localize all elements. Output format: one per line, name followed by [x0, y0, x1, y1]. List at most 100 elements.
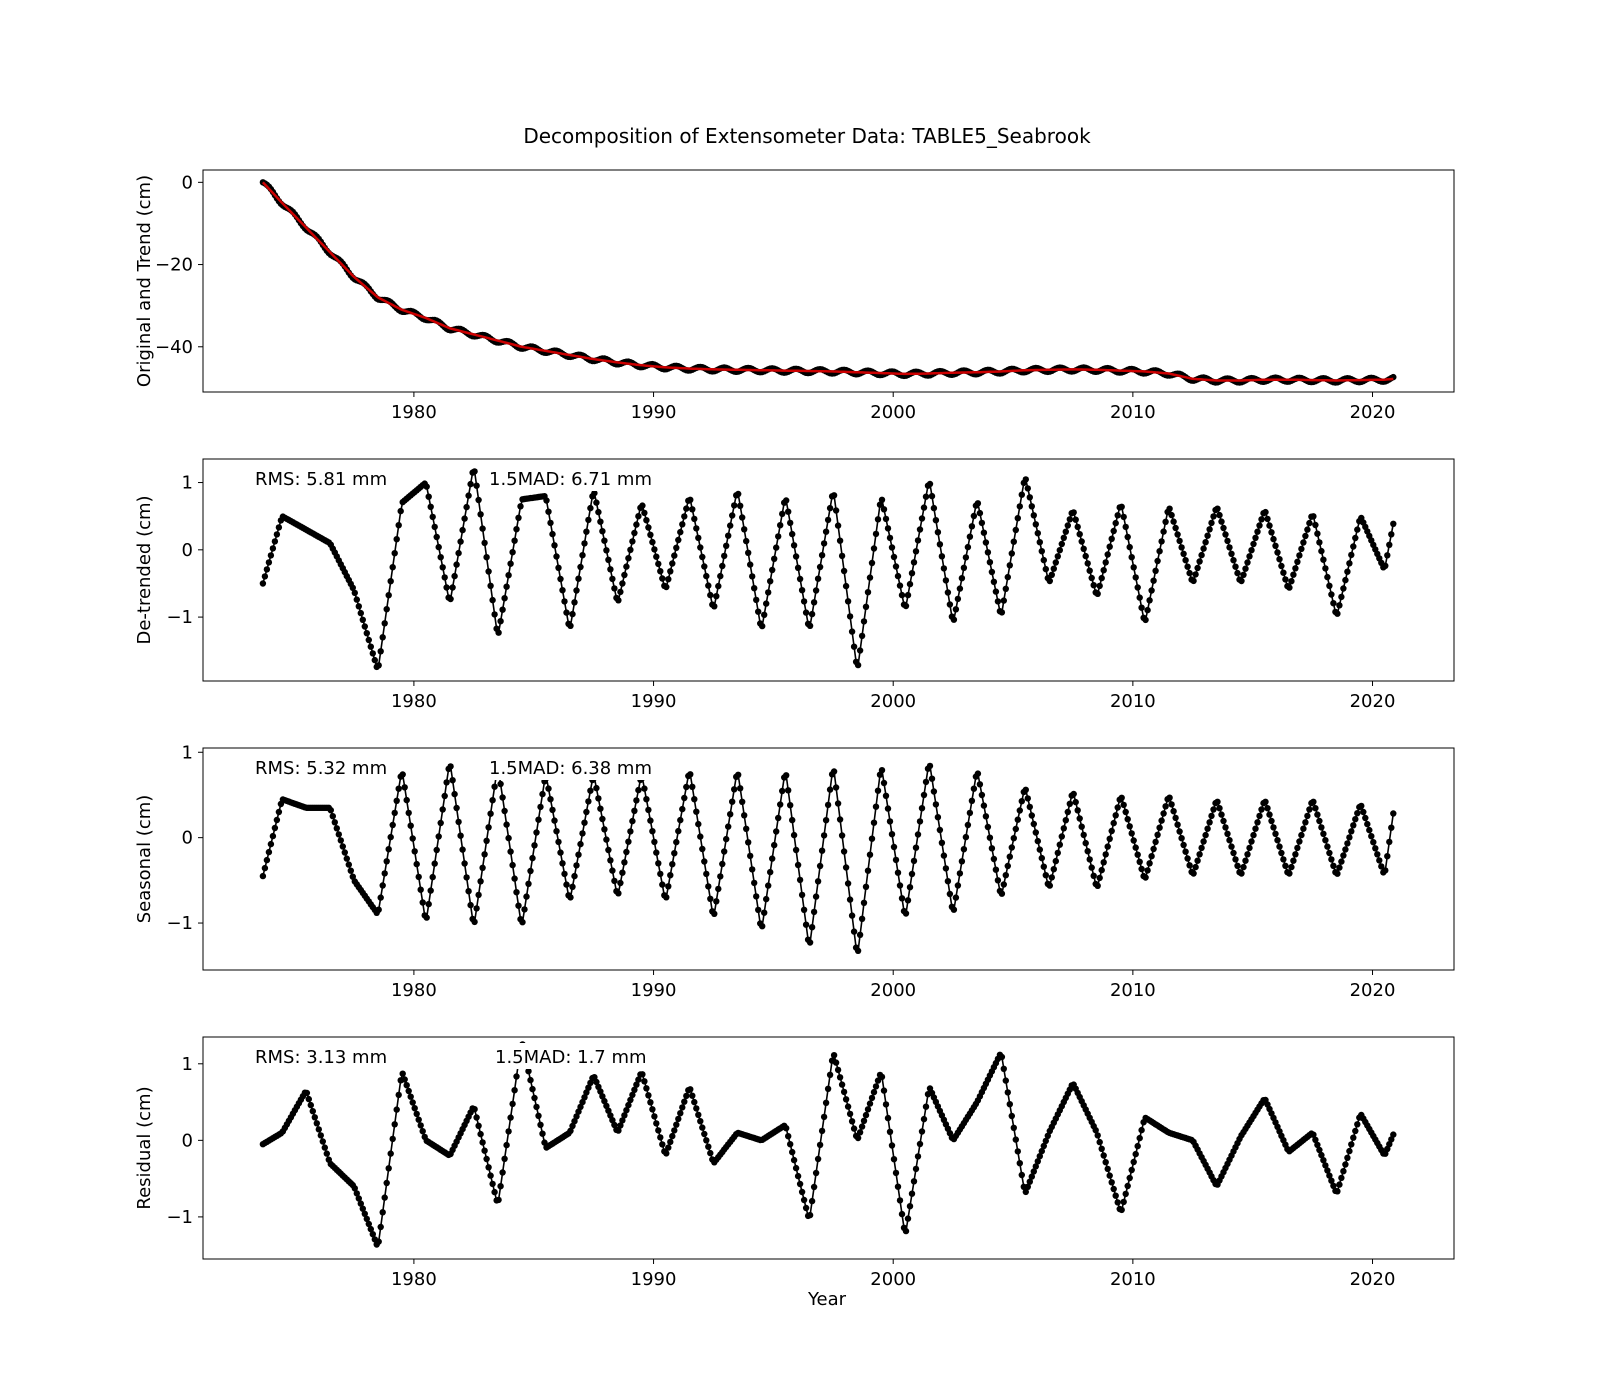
data-point — [783, 772, 790, 779]
data-point — [792, 1164, 800, 1172]
data-point — [1228, 843, 1235, 850]
data-point — [1174, 531, 1181, 538]
data-point — [934, 814, 942, 821]
data-point — [1034, 530, 1042, 537]
data-point — [992, 588, 1000, 595]
data-point — [970, 785, 978, 792]
data-point — [876, 501, 884, 508]
data-point — [783, 497, 790, 504]
data-point — [798, 1188, 806, 1196]
data-point — [1372, 845, 1379, 852]
data-point — [1350, 1134, 1357, 1141]
data-point — [892, 856, 900, 864]
data-point — [818, 552, 826, 559]
data-point — [1154, 831, 1161, 838]
data-point — [1228, 550, 1235, 557]
data-point — [1154, 557, 1161, 565]
data-point — [601, 826, 608, 833]
data-point — [419, 899, 426, 906]
data-point — [691, 1098, 698, 1106]
data-point — [860, 899, 868, 906]
data-point — [1278, 849, 1285, 857]
data-point — [623, 1107, 630, 1114]
data-point — [683, 783, 690, 791]
data-point — [431, 860, 438, 867]
data-point — [273, 816, 281, 824]
data-point — [583, 808, 590, 816]
data-point — [1176, 537, 1183, 545]
data-point — [557, 849, 564, 856]
data-point — [643, 517, 650, 524]
data-point — [1052, 559, 1060, 566]
data-point — [1126, 823, 1133, 830]
data-point — [1340, 585, 1347, 592]
data-point — [1102, 1159, 1109, 1166]
data-point — [659, 575, 666, 582]
data-point — [1038, 1147, 1046, 1155]
data-point — [1004, 573, 1011, 581]
data-point — [711, 603, 718, 610]
axes-frame — [202, 1036, 1455, 1260]
data-point — [743, 537, 750, 545]
data-point — [1264, 805, 1271, 812]
data-point — [275, 808, 283, 816]
data-point — [990, 855, 998, 863]
data-point — [425, 493, 432, 500]
data-point — [423, 483, 430, 490]
data-point — [928, 775, 936, 782]
data-point — [874, 516, 882, 523]
data-point — [1252, 534, 1259, 541]
data-point — [427, 887, 434, 894]
data-point — [259, 872, 267, 880]
data-point — [651, 838, 658, 846]
data-point — [443, 584, 450, 591]
data-point — [1168, 801, 1175, 808]
data-point — [1290, 857, 1297, 864]
data-point — [1300, 825, 1307, 832]
data-point — [527, 1076, 534, 1084]
data-point — [489, 797, 496, 804]
data-point — [585, 1084, 592, 1091]
data-point — [353, 596, 360, 603]
data-point — [1390, 810, 1397, 817]
data-point — [978, 791, 986, 799]
data-point — [331, 819, 338, 826]
data-point — [389, 564, 396, 571]
data-point — [1314, 530, 1321, 537]
data-point — [633, 521, 640, 528]
data-point — [818, 1127, 826, 1135]
data-point — [683, 505, 690, 512]
data-point — [1176, 828, 1183, 835]
data-point — [918, 805, 926, 812]
data-point — [481, 539, 488, 547]
data-point — [954, 882, 962, 889]
data-point — [1276, 843, 1283, 850]
data-point — [1130, 1158, 1137, 1166]
data-point — [838, 1081, 846, 1088]
data-point — [679, 521, 686, 528]
data-point — [1384, 552, 1391, 559]
data-point — [806, 939, 814, 946]
data-point — [681, 794, 688, 802]
data-point — [545, 785, 552, 792]
data-point — [1360, 808, 1367, 816]
data-point — [1048, 571, 1056, 578]
data-point — [882, 1101, 890, 1108]
data-point — [1094, 1132, 1101, 1139]
data-point — [725, 532, 732, 539]
data-point — [459, 526, 466, 534]
data-point — [569, 883, 576, 890]
data-point — [623, 563, 630, 570]
data-point — [1112, 812, 1119, 819]
data-point — [717, 873, 724, 880]
data-point — [886, 818, 894, 825]
data-point — [1048, 874, 1056, 881]
data-point — [1304, 812, 1311, 820]
data-point — [443, 779, 450, 786]
data-point — [1040, 1142, 1048, 1150]
data-point — [1124, 1182, 1131, 1190]
data-point — [856, 647, 864, 654]
data-point — [609, 575, 616, 583]
data-point — [435, 833, 442, 840]
data-point — [1120, 1198, 1127, 1206]
